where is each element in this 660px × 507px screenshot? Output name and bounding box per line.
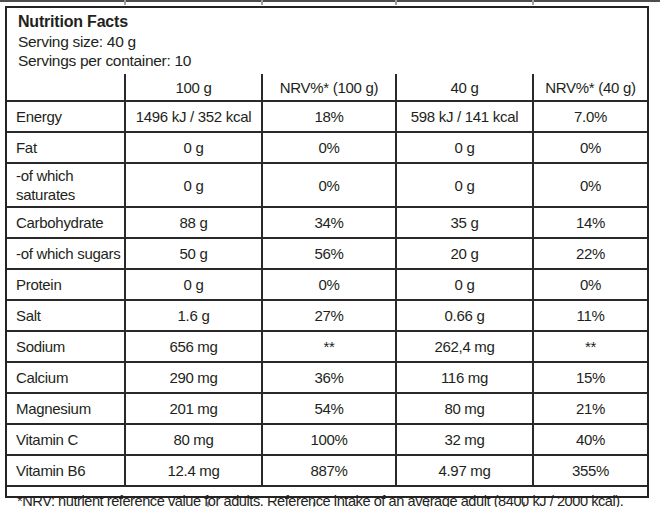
table-row: Magnesium201 mg54%80 mg21% [7,393,647,424]
table-row: Calcium290 mg36%116 mg15% [7,362,647,393]
top-crop-tick [124,0,126,5]
nutrient-name-cell: -of which sugars [7,238,125,269]
nutrient-value-cell: 0.66 g [396,300,533,331]
top-crop-line [0,0,660,2]
nutrient-value-cell: 4.97 mg [396,455,533,486]
nutrient-value-cell: 201 mg [125,393,262,424]
column-header-nutrient [7,74,125,101]
nutrient-value-cell: 887% [262,455,396,486]
nutrient-value-cell: 14% [533,207,647,238]
column-header-nrv-100g: NRV%* (100 g) [262,74,396,101]
nutrition-facts-label: Nutrition Facts Serving size: 40 g Servi… [5,6,649,498]
nutrient-value-cell: 0 g [125,163,262,207]
servings-per-container-text: Servings per container: 10 [18,51,636,70]
column-header-100g: 100 g [125,74,262,101]
nutrient-value-cell: 0 g [125,269,262,300]
nutrient-value-cell: 56% [262,238,396,269]
nutrient-value-cell: ** [533,331,647,362]
nutrient-value-cell: 656 mg [125,331,262,362]
top-crop-tick [532,0,534,5]
nutrient-value-cell: 35 g [396,207,533,238]
table-row: Protein0 g0%0 g0% [7,269,647,300]
table-row: -of which sugars50 g56%20 g22% [7,238,647,269]
top-crop-tick [261,0,263,5]
nutrition-table-body: Energy1496 kJ / 352 kcal18%598 kJ / 141 … [7,101,647,486]
nutrient-value-cell: 0% [533,269,647,300]
nutrient-value-cell: 355% [533,455,647,486]
top-crop-tick [395,0,397,5]
nutrient-value-cell: 20 g [396,238,533,269]
nrv-footnote: *NRV: nutrient reference value for adult… [7,487,647,507]
nutrient-name-cell: Energy [7,101,125,132]
nutrient-value-cell: 0 g [125,132,262,163]
table-header-row: 100 g NRV%* (100 g) 40 g NRV%* (40 g) [7,74,647,101]
nutrient-name-cell: Sodium [7,331,125,362]
nutrient-value-cell: 0% [533,132,647,163]
nutrient-name-cell: Calcium [7,362,125,393]
table-row: -of which saturates0 g0%0 g0% [7,163,647,207]
nutrient-value-cell: 0% [262,132,396,163]
nutrient-value-cell: 22% [533,238,647,269]
nutrient-value-cell: 18% [262,101,396,132]
nutrient-value-cell: 0% [262,163,396,207]
nutrient-value-cell: 36% [262,362,396,393]
nutrient-value-cell: 32 mg [396,424,533,455]
nutrient-value-cell: 88 g [125,207,262,238]
nutrient-value-cell: 40% [533,424,647,455]
table-row: Vitamin B612.4 mg887%4.97 mg355% [7,455,647,486]
nutrient-value-cell: 27% [262,300,396,331]
nutrient-value-cell: 80 mg [125,424,262,455]
column-header-nrv-40g: NRV%* (40 g) [533,74,647,101]
nutrition-table: 100 g NRV%* (100 g) 40 g NRV%* (40 g) En… [7,74,647,487]
nutrient-value-cell: 34% [262,207,396,238]
serving-size-text: Serving size: 40 g [18,32,636,51]
nutrient-value-cell: 1.6 g [125,300,262,331]
nutrient-value-cell: 116 mg [396,362,533,393]
table-row: Sodium656 mg**262,4 mg** [7,331,647,362]
column-header-40g: 40 g [396,74,533,101]
nutrient-value-cell: 80 mg [396,393,533,424]
nutrient-value-cell: 12.4 mg [125,455,262,486]
nutrient-value-cell: 0% [262,269,396,300]
nutrient-name-cell: Vitamin B6 [7,455,125,486]
nutrient-value-cell: 598 kJ / 141 kcal [396,101,533,132]
nutrient-value-cell: 54% [262,393,396,424]
label-title: Nutrition Facts [18,12,636,32]
table-row: Fat0 g0%0 g0% [7,132,647,163]
nutrient-value-cell: 0% [533,163,647,207]
nutrient-value-cell: ** [262,331,396,362]
nutrient-value-cell: 50 g [125,238,262,269]
nutrient-value-cell: 0 g [396,269,533,300]
nutrient-value-cell: 0 g [396,163,533,207]
table-row: Carbohydrate88 g34%35 g14% [7,207,647,238]
nutrient-name-cell: Carbohydrate [7,207,125,238]
nutrient-name-cell: Vitamin C [7,424,125,455]
nutrient-value-cell: 15% [533,362,647,393]
nutrient-value-cell: 1496 kJ / 352 kcal [125,101,262,132]
nutrient-name-cell: Fat [7,132,125,163]
nutrient-name-cell: Salt [7,300,125,331]
nutrient-value-cell: 0 g [396,132,533,163]
nutrient-name-cell: -of which saturates [7,163,125,207]
nutrient-value-cell: 290 mg [125,362,262,393]
nutrient-value-cell: 262,4 mg [396,331,533,362]
nutrient-value-cell: 100% [262,424,396,455]
nutrient-value-cell: 11% [533,300,647,331]
table-row: Vitamin C80 mg100%32 mg40% [7,424,647,455]
nutrient-value-cell: 21% [533,393,647,424]
nutrient-name-cell: Magnesium [7,393,125,424]
nutrient-name-cell: Protein [7,269,125,300]
nutrient-value-cell: 7.0% [533,101,647,132]
label-header: Nutrition Facts Serving size: 40 g Servi… [7,8,647,70]
table-row: Salt1.6 g27%0.66 g11% [7,300,647,331]
table-row: Energy1496 kJ / 352 kcal18%598 kJ / 141 … [7,101,647,132]
